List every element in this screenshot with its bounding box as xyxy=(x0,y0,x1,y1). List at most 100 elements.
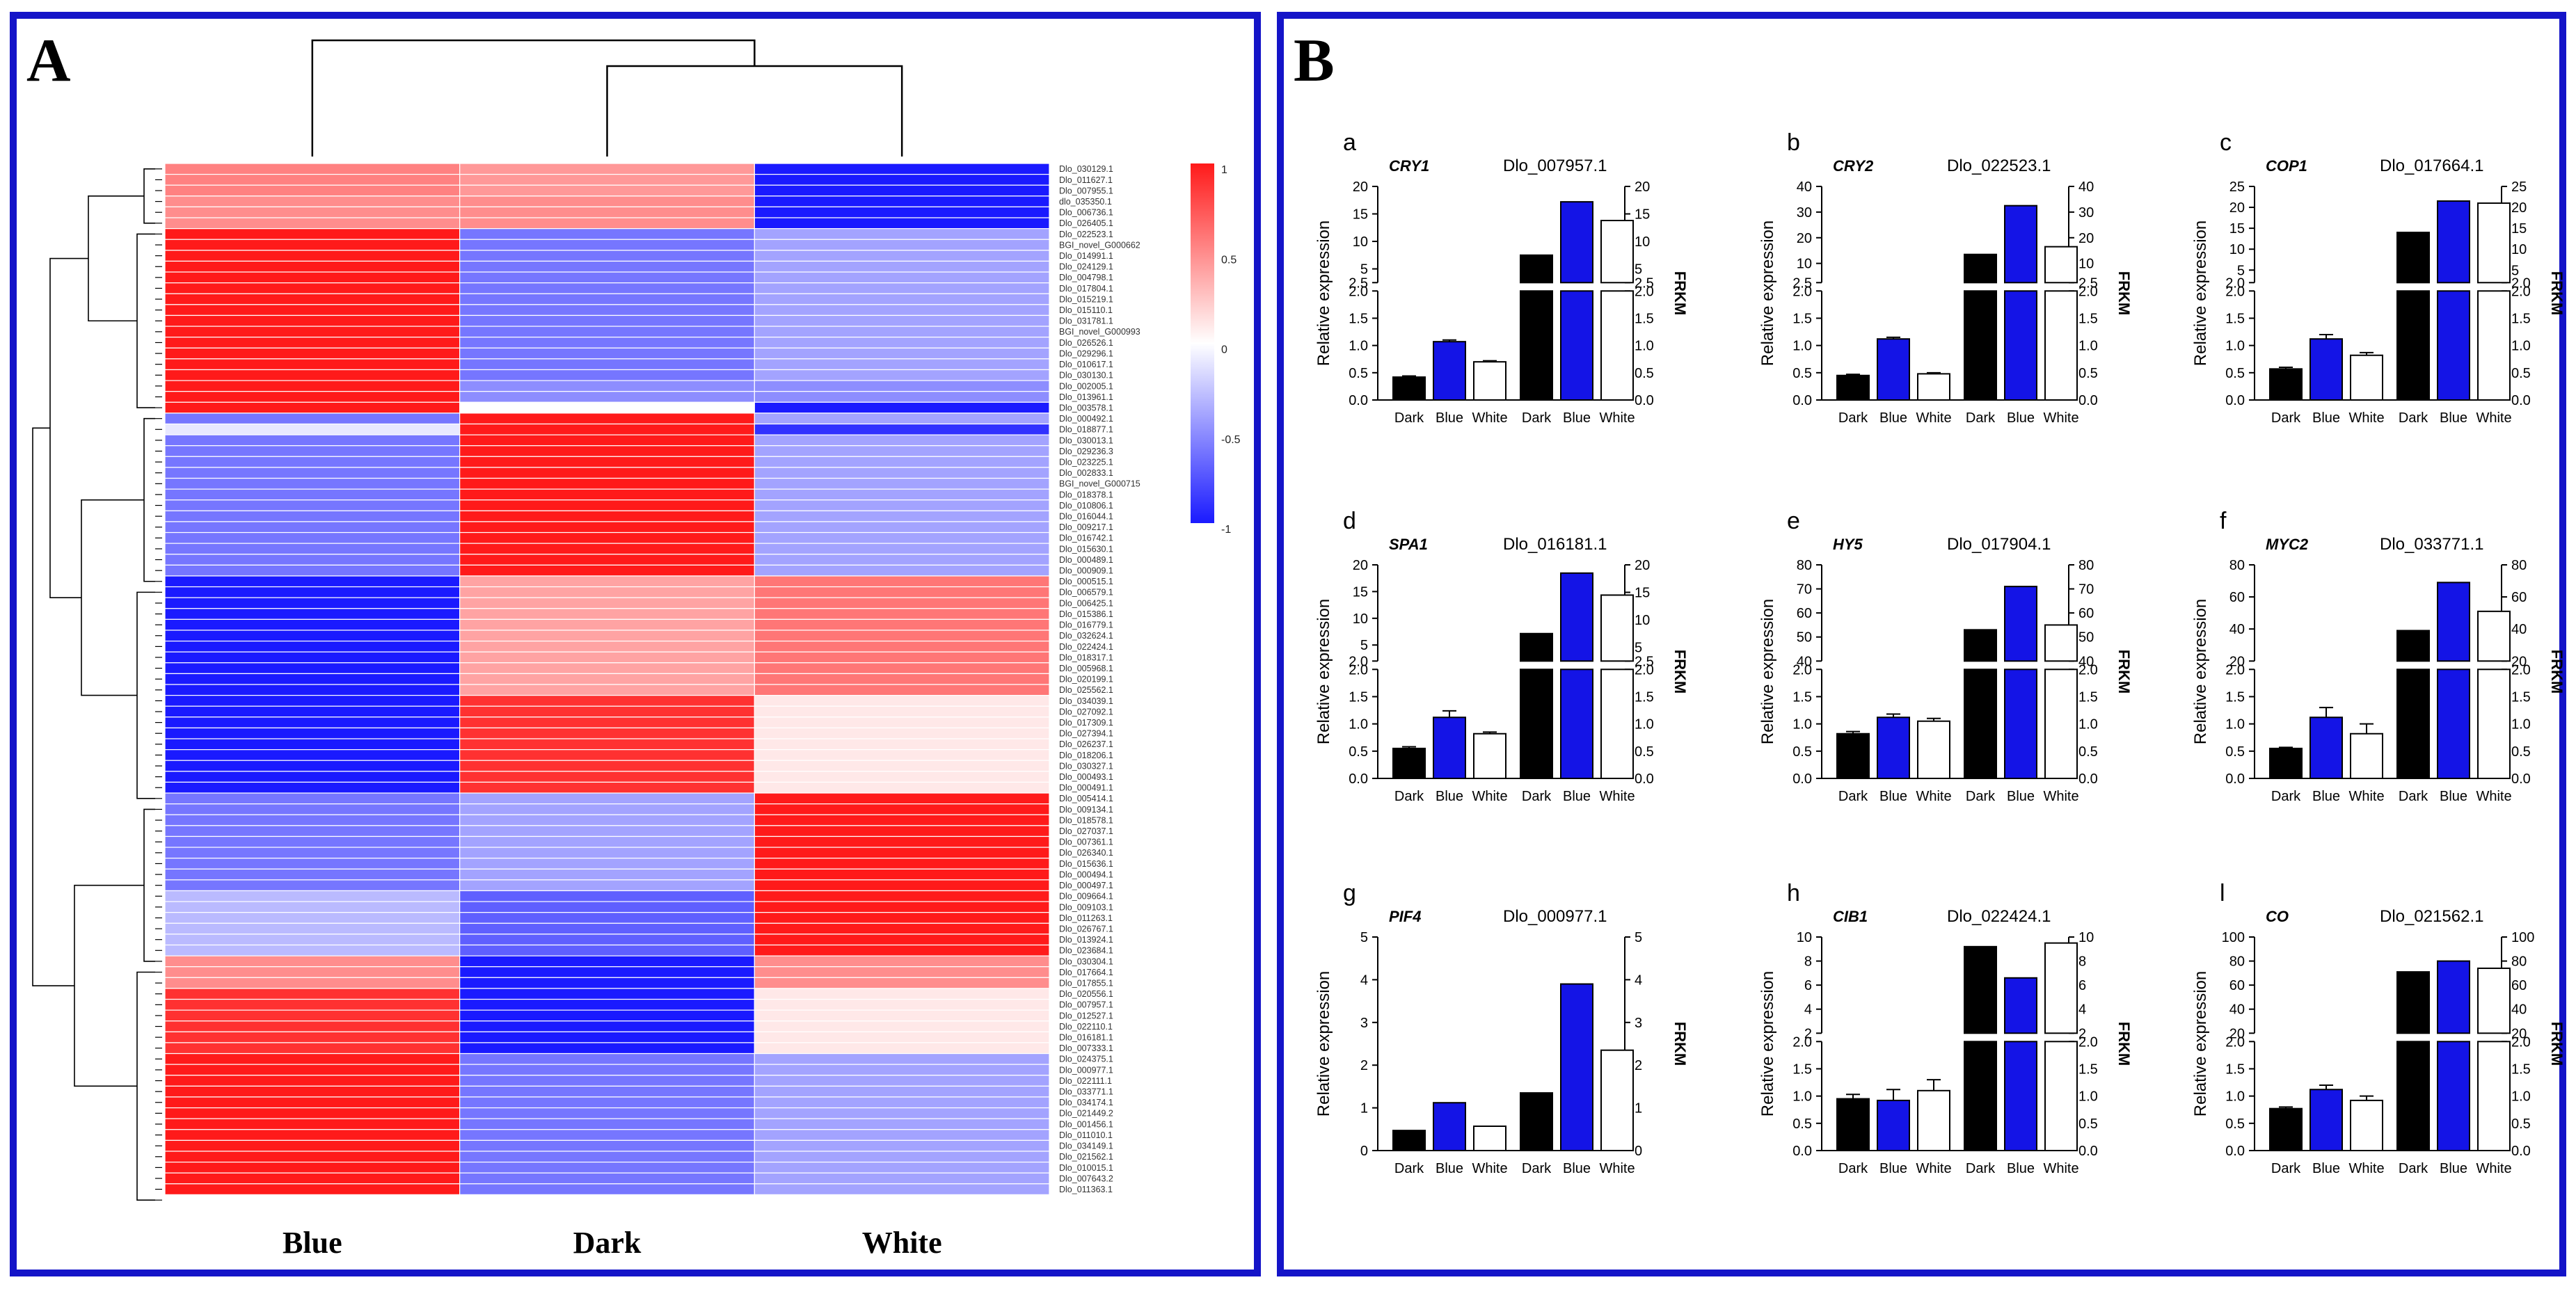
y-tick-label: 2.0 xyxy=(2225,275,2245,291)
y2-tick-label: 2 xyxy=(2078,1026,2086,1041)
bar-fpkm-dark-lower xyxy=(1964,1041,1997,1152)
bar-fpkm-dark-upper xyxy=(2396,630,2430,662)
gene-label: Dlo_029296.1 xyxy=(1059,349,1113,358)
y-tick-label: 5 xyxy=(1360,262,1368,278)
y-tick-label: 1.0 xyxy=(1349,717,1368,732)
column-dendrogram-branch xyxy=(311,39,756,157)
x-tick-label: Dark xyxy=(2399,1161,2428,1176)
gene-id: Dlo_017904.1 xyxy=(1947,535,2051,554)
x-tick-label: Blue xyxy=(1436,410,1463,426)
y2-tick-label: 2.0 xyxy=(2078,662,2098,678)
panel-letter: e xyxy=(1787,508,1800,534)
y-tick-label: 5 xyxy=(2237,263,2245,278)
gene-label: Dlo_000909.1 xyxy=(1059,566,1113,576)
y-tick-label: 0.0 xyxy=(2225,1144,2245,1159)
y-tick-label: 100 xyxy=(2222,930,2245,945)
y2-tick-label: 2.0 xyxy=(2511,1034,2531,1050)
bar-fpkm-dark-upper xyxy=(1964,629,1997,662)
y-tick-label: 2.0 xyxy=(1349,284,1368,299)
y2-tick-label: 2.0 xyxy=(1635,284,1654,299)
gene-label: Dlo_026237.1 xyxy=(1059,739,1113,749)
bar-relative-white xyxy=(1473,1126,1506,1151)
y2-tick-label: 5 xyxy=(2511,263,2519,278)
y-axis-title: Relative expression xyxy=(1758,221,1777,366)
gene-label: BGI_novel_G000662 xyxy=(1059,240,1140,250)
bar-fpkm-blue-lower xyxy=(1560,668,1593,779)
gene-label: Dlo_030327.1 xyxy=(1059,761,1113,771)
y-tick-label: 0.0 xyxy=(1792,1144,1812,1159)
x-tick-label: White xyxy=(1599,410,1635,426)
gene-name: CRY2 xyxy=(1833,157,1874,175)
y2-tick-label: 1.5 xyxy=(2078,1062,2098,1077)
y2-tick-label: 4 xyxy=(1635,972,1642,988)
bar-fpkm-white-upper xyxy=(1600,219,1634,284)
gene-id: Dlo_022424.1 xyxy=(1947,907,2051,926)
y-tick-label: 2 xyxy=(1360,1058,1368,1073)
gene-label: Dlo_034039.1 xyxy=(1059,696,1113,706)
y2-tick-label: 2.0 xyxy=(2078,1034,2098,1050)
gene-label: Dlo_016742.1 xyxy=(1059,534,1113,543)
x-tick-label: White xyxy=(2348,410,2384,426)
bar-fpkm-dark-upper xyxy=(1964,253,1997,284)
bar-fpkm-dark-upper xyxy=(1964,945,1997,1034)
bar-relative-dark xyxy=(1836,732,1870,779)
y2-tick-label: 2.0 xyxy=(2511,662,2531,678)
y2-tick-label: 1.0 xyxy=(2511,717,2531,732)
gene-label: Dlo_007955.1 xyxy=(1059,186,1113,195)
bar-relative-blue xyxy=(1433,341,1466,401)
y-tick-label: 60 xyxy=(2229,590,2245,605)
y2-tick-label: 2.0 xyxy=(2511,275,2531,291)
gene-label: Dlo_016181.1 xyxy=(1059,1033,1113,1043)
y2-axis-title: FRKM xyxy=(2548,650,2566,694)
y-tick-label: 0.0 xyxy=(1792,771,1812,787)
y-tick-label: 2.0 xyxy=(1349,662,1368,678)
x-tick-label: White xyxy=(2043,789,2078,804)
y-tick-label: 0.0 xyxy=(2225,771,2245,787)
y2-axis-title: FRKM xyxy=(1671,650,1689,694)
gene-label: Dlo_006579.1 xyxy=(1059,588,1113,598)
bar-relative-blue xyxy=(2309,1089,2343,1152)
bar-fpkm-dark-lower xyxy=(2396,668,2430,779)
gene-label: Dlo_006425.1 xyxy=(1059,598,1113,608)
bar-relative-white xyxy=(1917,373,1950,401)
gene-label: Dlo_000493.1 xyxy=(1059,772,1113,782)
x-tick-label: Dark xyxy=(2271,1161,2301,1176)
bar-fpkm-dark-lower xyxy=(1520,290,1553,401)
y2-tick-label: 25 xyxy=(2511,179,2527,195)
gene-label: Dlo_030130.1 xyxy=(1059,371,1113,381)
y2-tick-label: 20 xyxy=(2078,231,2094,246)
bar-fpkm-white-lower xyxy=(1600,290,1634,401)
y-tick-label: 0 xyxy=(1360,1144,1368,1159)
y-tick-label: 1.5 xyxy=(1349,689,1368,705)
y-tick-label: 40 xyxy=(2229,622,2245,637)
y2-tick-label: 2.5 xyxy=(2078,275,2098,291)
y-tick-label: 10 xyxy=(1353,234,1368,250)
y2-tick-label: 100 xyxy=(2511,930,2534,945)
y2-tick-label: 80 xyxy=(2511,558,2527,573)
y2-tick-label: 0.0 xyxy=(2511,1144,2531,1159)
y-tick-label: 1.5 xyxy=(1792,689,1812,705)
y-tick-label: 1.0 xyxy=(1792,717,1812,732)
gene-label: Dlo_000491.1 xyxy=(1059,783,1113,793)
x-tick-label: White xyxy=(2476,1161,2511,1176)
x-tick-label: White xyxy=(2476,410,2511,426)
gene-label: Dlo_018578.1 xyxy=(1059,815,1113,825)
colorbar-tick-label: 0 xyxy=(1221,344,1227,356)
y-tick-label: 1.0 xyxy=(1792,339,1812,354)
y-tick-label: 80 xyxy=(2229,954,2245,970)
y2-tick-label: 80 xyxy=(2511,954,2527,970)
gene-label: Dlo_009134.1 xyxy=(1059,805,1113,815)
bar-fpkm-white-lower xyxy=(2044,668,2078,779)
y2-tick-label: 0.5 xyxy=(2078,744,2098,760)
gene-id: Dlo_000977.1 xyxy=(1503,907,1607,926)
panel-letter: a xyxy=(1343,129,1356,156)
gene-label: Dlo_034149.1 xyxy=(1059,1142,1113,1151)
gene-label: Dlo_015386.1 xyxy=(1059,609,1113,619)
gene-label: Dlo_026767.1 xyxy=(1059,924,1113,934)
bar-fpkm-white-lower xyxy=(2477,1041,2511,1152)
y2-tick-label: 10 xyxy=(1635,613,1650,628)
panel-letter: f xyxy=(2220,508,2227,534)
y2-tick-label: 2.5 xyxy=(1635,654,1654,669)
y2-tick-label: 1 xyxy=(1635,1101,1642,1116)
bar-fpkm-blue-upper xyxy=(2437,200,2470,284)
